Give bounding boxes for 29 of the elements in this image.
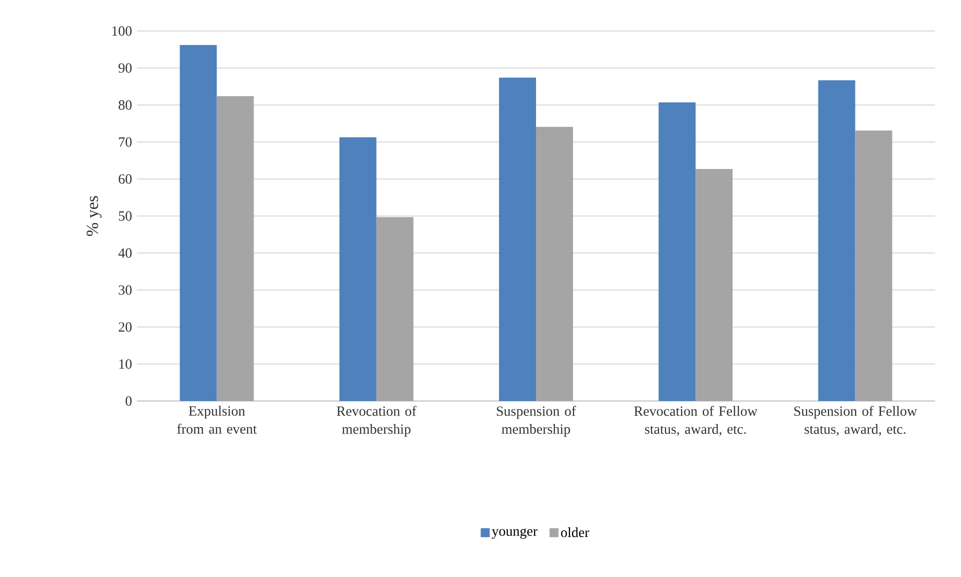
bar	[216, 96, 254, 401]
y-tick-label: 60	[118, 174, 132, 184]
x-tick-label: Revocation of membership	[336, 406, 416, 437]
y-tick-label: 70	[119, 137, 132, 147]
bar	[376, 217, 414, 401]
x-tick-label: Revocation of Fellow status, award, etc.	[634, 406, 758, 436]
y-tick-label: 90	[118, 63, 132, 73]
bar	[339, 137, 376, 401]
y-tick-label: 40	[118, 248, 132, 258]
bar	[180, 45, 217, 401]
y-axis-title: % yes	[86, 196, 102, 236]
y-tick-label: 30	[118, 285, 132, 295]
bar	[696, 169, 733, 401]
bar	[658, 102, 696, 401]
legend-label: younger	[492, 528, 538, 539]
bar	[536, 126, 574, 401]
x-tick-label: Expulsion from an event	[177, 406, 257, 434]
bar	[499, 78, 536, 401]
y-tick-label: 50	[118, 211, 132, 221]
legend-label: older	[561, 527, 590, 538]
y-tick-label: 20	[118, 322, 132, 332]
y-tick-label: 100	[112, 26, 132, 36]
y-tick-label: 0	[126, 396, 132, 406]
x-tick-label: Suspension of Fellow status, award, etc.	[794, 406, 917, 436]
x-tick-label: Suspension of membership	[496, 406, 576, 437]
y-tick-label: 10	[119, 359, 132, 369]
bar	[855, 130, 892, 401]
y-tick-label: 80	[118, 100, 132, 110]
bar	[818, 80, 856, 401]
